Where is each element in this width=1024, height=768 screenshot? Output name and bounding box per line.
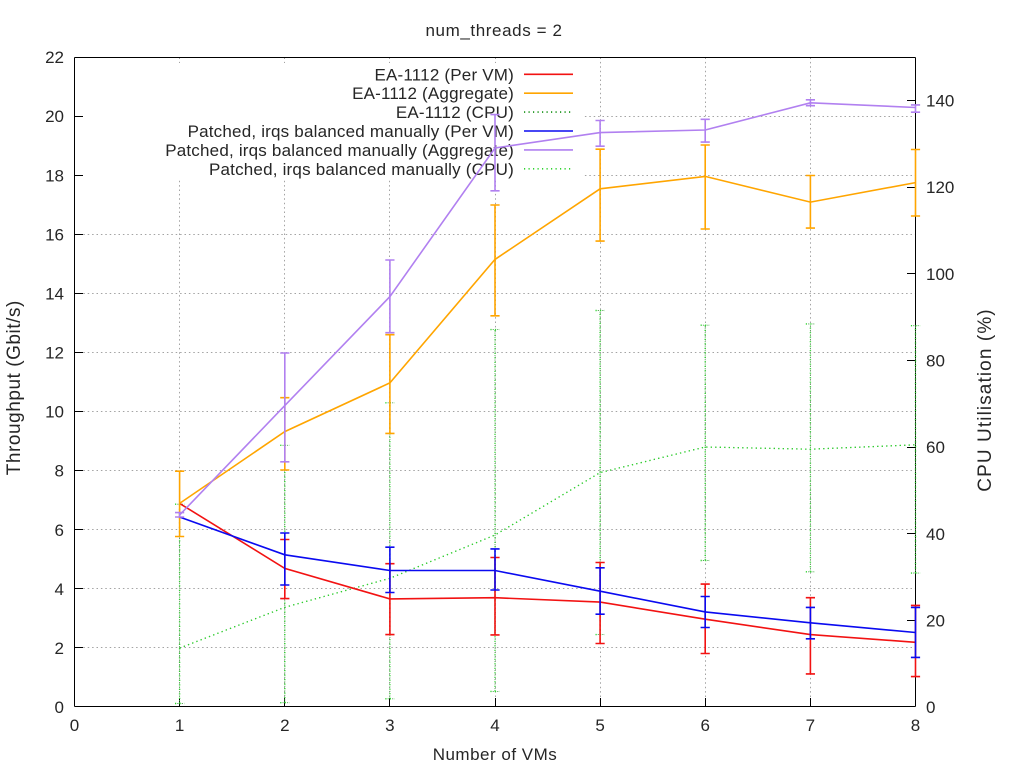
svg-text:0: 0 — [926, 698, 935, 717]
svg-text:4: 4 — [490, 716, 499, 735]
svg-text:8: 8 — [55, 462, 64, 481]
svg-text:Throughput (Gbit/s): Throughput (Gbit/s) — [4, 300, 25, 475]
svg-text:0: 0 — [55, 698, 64, 717]
svg-text:60: 60 — [926, 438, 945, 457]
svg-text:3: 3 — [385, 716, 394, 735]
svg-text:6: 6 — [700, 716, 709, 735]
svg-text:CPU Utilisation (%): CPU Utilisation (%) — [975, 308, 996, 492]
svg-text:100: 100 — [926, 265, 954, 284]
svg-text:4: 4 — [55, 580, 64, 599]
svg-text:140: 140 — [926, 91, 954, 110]
svg-text:2: 2 — [55, 639, 64, 658]
svg-text:Patched, irqs balanced manuall: Patched, irqs balanced manually (Aggrega… — [165, 141, 514, 160]
svg-text:20: 20 — [45, 107, 64, 126]
svg-text:14: 14 — [45, 285, 64, 304]
svg-text:0: 0 — [70, 716, 79, 735]
svg-text:5: 5 — [595, 716, 604, 735]
svg-text:Patched, irqs balanced manuall: Patched, irqs balanced manually (Per VM) — [188, 122, 514, 141]
svg-text:EA-1112 (Per VM): EA-1112 (Per VM) — [374, 65, 514, 84]
svg-text:1: 1 — [175, 716, 184, 735]
svg-text:Number of VMs: Number of VMs — [433, 745, 558, 764]
svg-text:80: 80 — [926, 351, 945, 370]
svg-text:7: 7 — [806, 716, 815, 735]
svg-text:16: 16 — [45, 225, 64, 244]
svg-text:EA-1112 (Aggregate): EA-1112 (Aggregate) — [352, 84, 514, 103]
svg-text:8: 8 — [911, 716, 920, 735]
svg-text:12: 12 — [45, 344, 64, 363]
svg-text:2: 2 — [280, 716, 289, 735]
svg-text:120: 120 — [926, 178, 954, 197]
svg-text:Patched, irqs balanced manuall: Patched, irqs balanced manually (CPU) — [209, 160, 514, 179]
svg-text:40: 40 — [926, 525, 945, 544]
svg-text:num_threads = 2: num_threads = 2 — [425, 21, 562, 40]
svg-text:18: 18 — [45, 166, 64, 185]
svg-text:20: 20 — [926, 611, 945, 630]
svg-text:EA-1112 (CPU): EA-1112 (CPU) — [396, 103, 514, 122]
svg-text:10: 10 — [45, 403, 64, 422]
svg-text:22: 22 — [45, 48, 64, 67]
svg-text:6: 6 — [55, 521, 64, 540]
